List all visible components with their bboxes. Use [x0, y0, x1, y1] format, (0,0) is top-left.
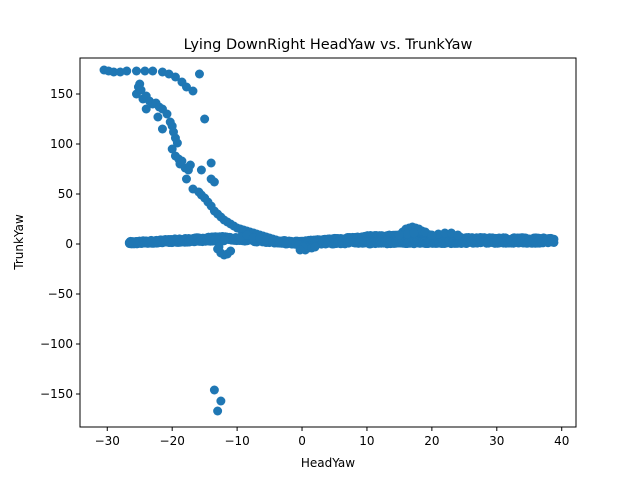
data-point [310, 242, 320, 252]
data-point [170, 72, 180, 82]
x-tick-label: −30 [95, 434, 120, 448]
y-tick-label: −150 [40, 387, 73, 401]
data-point [209, 385, 219, 395]
data-point [136, 85, 146, 95]
data-point [409, 228, 419, 238]
data-point [122, 66, 132, 76]
data-point [172, 138, 182, 148]
chart-title: Lying DownRight HeadYaw vs. TrunkYaw [184, 37, 473, 53]
y-axis-label: TrunkYaw [12, 214, 26, 271]
data-point [200, 114, 210, 124]
data-point [281, 239, 291, 249]
data-point [453, 230, 463, 240]
data-point [157, 124, 167, 134]
data-point [213, 406, 223, 416]
data-point [141, 104, 151, 114]
x-tick-label: 40 [554, 434, 569, 448]
data-point [181, 174, 191, 184]
data-point [140, 66, 150, 76]
y-tick-label: 0 [65, 237, 73, 251]
data-point [440, 228, 450, 238]
data-point [109, 67, 119, 77]
data-point [196, 165, 206, 175]
data-point [194, 69, 204, 79]
y-tick-label: 100 [50, 137, 73, 151]
data-point [153, 112, 163, 122]
data-point [162, 109, 172, 119]
data-point [167, 144, 177, 154]
data-point [188, 86, 198, 96]
data-point [295, 245, 305, 255]
x-tick-label: 10 [359, 434, 374, 448]
y-tick-label: −50 [48, 287, 73, 301]
data-point [214, 242, 224, 252]
data-point [248, 233, 258, 243]
x-tick-label: −20 [160, 434, 185, 448]
data-point [148, 66, 158, 76]
x-axis-label: HeadYaw [301, 456, 355, 470]
data-point [394, 230, 404, 240]
y-tick-label: −100 [40, 337, 73, 351]
x-tick-label: 0 [298, 434, 306, 448]
data-point [185, 160, 195, 170]
x-tick-label: −10 [224, 434, 249, 448]
y-tick-label: 150 [50, 87, 73, 101]
data-point [131, 66, 141, 76]
y-tick-label: 50 [58, 187, 73, 201]
x-axis-ticks: −30 −20 −10 0 10 20 30 40 [95, 427, 569, 448]
data-point [209, 177, 219, 187]
data-point [226, 246, 236, 256]
x-tick-label: 30 [489, 434, 504, 448]
data-point [427, 230, 437, 240]
data-points [99, 65, 559, 416]
data-point [177, 156, 187, 166]
data-point [219, 236, 229, 246]
plot-area-frame [79, 57, 577, 428]
x-tick-label: 20 [424, 434, 439, 448]
y-axis-ticks: −150 −100 −50 0 50 100 150 [40, 87, 80, 401]
data-point [216, 396, 226, 406]
data-point [549, 237, 559, 247]
data-point [181, 82, 191, 92]
data-point [206, 158, 216, 168]
